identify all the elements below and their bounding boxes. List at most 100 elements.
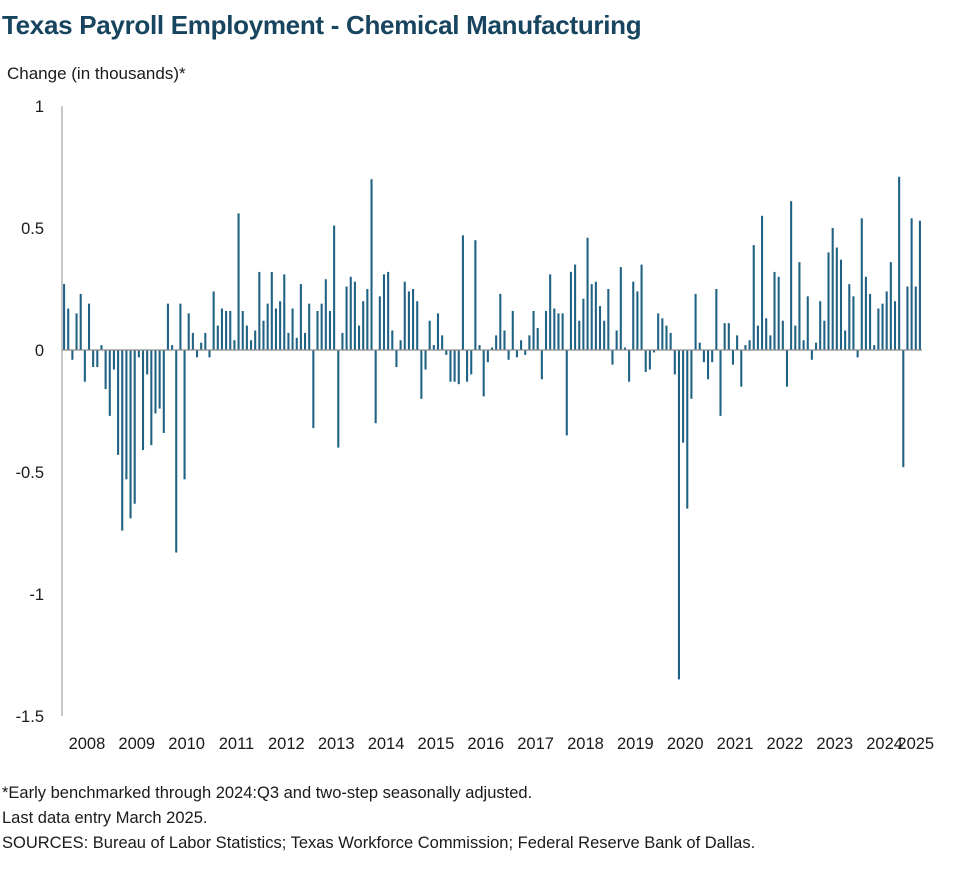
- bar: [416, 301, 419, 350]
- bar: [83, 350, 86, 382]
- x-tick-label: 2025: [897, 735, 934, 753]
- bar: [441, 335, 444, 350]
- bar: [237, 213, 240, 350]
- bar: [723, 323, 726, 350]
- bar: [686, 350, 689, 509]
- bar: [266, 303, 269, 350]
- bar: [150, 350, 153, 446]
- bar: [312, 350, 315, 429]
- bar: [806, 296, 809, 350]
- bar: [898, 176, 901, 350]
- bar: [707, 350, 710, 380]
- bar: [603, 320, 606, 350]
- bar: [844, 330, 847, 350]
- bar: [669, 332, 672, 350]
- bar: [171, 345, 174, 350]
- bar: [216, 325, 219, 350]
- bar: [752, 245, 755, 350]
- bar: [632, 281, 635, 350]
- bar: [507, 350, 510, 360]
- bar: [274, 308, 277, 350]
- bar: [815, 342, 818, 350]
- x-tick-label: 2024: [866, 735, 903, 753]
- bar: [449, 350, 452, 382]
- bar: [412, 289, 415, 350]
- bar: [204, 332, 207, 350]
- bar: [677, 350, 680, 680]
- bar: [798, 262, 801, 350]
- bar: [424, 350, 427, 370]
- x-tick-label: 2018: [567, 735, 604, 753]
- bar: [117, 350, 120, 455]
- bar: [445, 350, 448, 355]
- bar: [258, 271, 261, 350]
- x-tick-label: 2009: [118, 735, 155, 753]
- y-ticks-group: 1 0.5 0 -0.5 -1 -1.5: [16, 98, 44, 726]
- bar: [794, 325, 797, 350]
- bar: [387, 271, 390, 350]
- bar: [100, 345, 103, 350]
- bar: [436, 313, 440, 350]
- bar: [316, 310, 319, 350]
- x-ticks-group: 2008 2009 2010 2011 2012 2013 2014 2015 2016 2017…: [69, 735, 935, 753]
- bar: [690, 350, 693, 399]
- bar: [146, 350, 149, 375]
- bar: [133, 350, 136, 504]
- bar: [304, 332, 307, 350]
- bar: [785, 350, 789, 387]
- bar: [819, 301, 822, 350]
- bar: [574, 264, 577, 350]
- bar: [67, 308, 70, 350]
- bar: [328, 310, 332, 350]
- bar: [540, 350, 543, 380]
- bar: [652, 350, 656, 353]
- bar: [407, 291, 410, 350]
- bar: [320, 303, 323, 350]
- bar: [233, 340, 236, 350]
- bar: [731, 350, 735, 365]
- bar: [918, 220, 921, 350]
- bar: [835, 247, 838, 350]
- bar: [195, 350, 199, 358]
- x-tick-label: 2010: [168, 735, 205, 753]
- bar: [499, 293, 502, 350]
- bar: [175, 350, 178, 553]
- bar: [453, 350, 456, 382]
- bar: [810, 350, 813, 360]
- bar: [698, 342, 701, 350]
- bar: [166, 303, 169, 350]
- bar: [615, 330, 618, 350]
- bar: [279, 301, 282, 350]
- x-tick-label: 2021: [717, 735, 754, 753]
- x-tick-label: 2011: [219, 735, 254, 753]
- bar: [864, 276, 867, 350]
- bar: [528, 335, 531, 350]
- bar: [607, 289, 610, 350]
- bar: [241, 310, 244, 350]
- bar: [848, 284, 851, 350]
- bar: [740, 350, 743, 387]
- bar: [183, 350, 186, 480]
- bars-group: [63, 176, 921, 680]
- bar: [665, 325, 668, 350]
- bar: [366, 289, 369, 350]
- bar: [308, 303, 311, 350]
- bar: [466, 350, 469, 382]
- bar: [341, 332, 344, 350]
- bar: [802, 340, 805, 350]
- bar: [295, 337, 298, 350]
- bar: [623, 347, 626, 350]
- bar: [756, 325, 759, 350]
- bar: [283, 274, 286, 350]
- bar: [582, 298, 585, 350]
- bar: [461, 235, 464, 350]
- bar: [63, 284, 66, 350]
- bar: [881, 303, 884, 350]
- bar: [910, 218, 913, 350]
- bar: [906, 286, 909, 350]
- bar: [532, 310, 535, 350]
- bar: [270, 271, 273, 350]
- bar: [765, 318, 768, 350]
- x-tick-label: 2016: [467, 735, 504, 753]
- bar: [75, 313, 78, 350]
